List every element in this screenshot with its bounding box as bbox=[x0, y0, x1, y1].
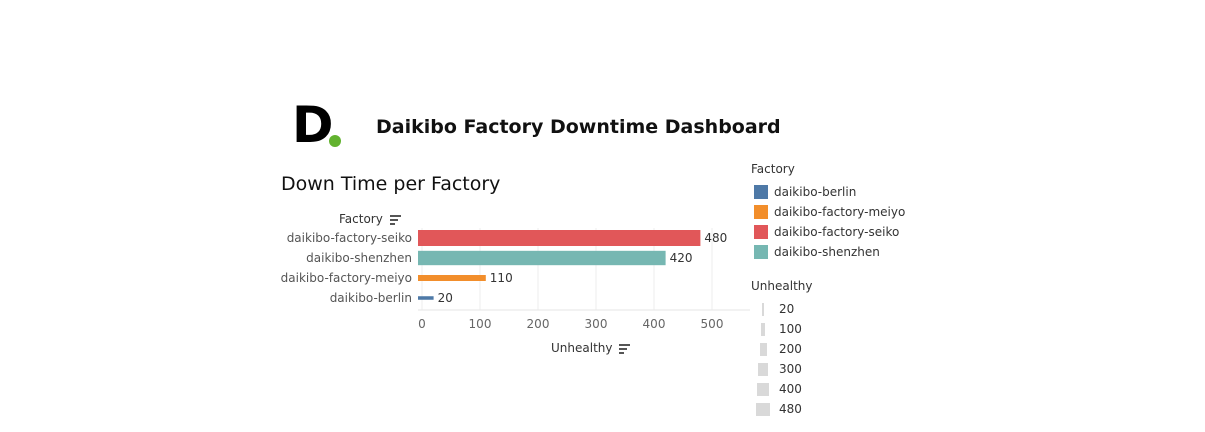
size-legend-item: 20 bbox=[751, 299, 812, 319]
size-swatch bbox=[756, 402, 770, 416]
unhealthy-axis-label: Unhealthy bbox=[551, 341, 613, 355]
bar[interactable] bbox=[418, 275, 486, 281]
legend-label: daikibo-factory-meiyo bbox=[774, 205, 906, 219]
x-tick-label: 400 bbox=[643, 317, 666, 328]
unhealthy-size-legend: Unhealthy 20 100 200 300 400 480 bbox=[751, 279, 812, 419]
size-swatch bbox=[759, 342, 767, 356]
data-label: 110 bbox=[490, 271, 513, 285]
logo-dot bbox=[329, 135, 341, 147]
size-swatch bbox=[760, 322, 766, 336]
size-legend-label: 400 bbox=[779, 382, 802, 396]
size-legend-label: 300 bbox=[779, 362, 802, 376]
size-legend-label: 480 bbox=[779, 402, 802, 416]
legend-label: daikibo-berlin bbox=[774, 185, 857, 199]
size-swatch bbox=[758, 362, 768, 376]
legend-item[interactable]: daikibo-berlin bbox=[751, 182, 905, 202]
size-legend-item: 300 bbox=[751, 359, 812, 379]
factory-axis-header[interactable]: Factory bbox=[339, 212, 401, 227]
x-tick-label: 200 bbox=[527, 317, 550, 328]
legend-title: Factory bbox=[751, 162, 795, 176]
legend-item[interactable]: daikibo-factory-seiko bbox=[751, 222, 905, 242]
size-legend-item: 400 bbox=[751, 379, 812, 399]
data-label: 20 bbox=[438, 291, 453, 305]
legend-swatch bbox=[754, 245, 768, 259]
size-legend-item: 100 bbox=[751, 319, 812, 339]
data-label: 420 bbox=[670, 251, 693, 265]
size-legend-item: 480 bbox=[751, 399, 812, 419]
x-tick-label: 300 bbox=[585, 317, 608, 328]
bar[interactable] bbox=[418, 230, 701, 246]
logo-letter: D bbox=[292, 96, 333, 154]
dashboard-title: Daikibo Factory Downtime Dashboard bbox=[376, 116, 781, 138]
legend-label: daikibo-shenzhen bbox=[774, 245, 880, 259]
x-tick-label: 100 bbox=[469, 317, 492, 328]
sort-icon[interactable] bbox=[389, 213, 401, 227]
x-tick-label: 500 bbox=[701, 317, 724, 328]
category-label: daikibo-berlin bbox=[330, 291, 412, 305]
legend-swatch bbox=[754, 185, 768, 199]
x-tick-label: 0 bbox=[418, 317, 426, 328]
size-legend-label: 200 bbox=[779, 342, 802, 356]
factory-color-legend: Factory daikibo-berlin daikibo-factory-me… bbox=[751, 162, 905, 262]
legend-item[interactable]: daikibo-factory-meiyo bbox=[751, 202, 905, 222]
legend-swatch bbox=[754, 225, 768, 239]
legend-title: Unhealthy bbox=[751, 279, 813, 293]
factory-axis-label: Factory bbox=[339, 212, 383, 226]
category-label: daikibo-factory-meiyo bbox=[281, 271, 412, 285]
company-logo: D bbox=[292, 100, 352, 152]
unhealthy-axis-header[interactable]: Unhealthy bbox=[551, 341, 631, 356]
bar-chart: daikibo-factory-seiko 480 daikibo-shenzhen… bbox=[281, 228, 750, 328]
sort-icon[interactable] bbox=[619, 342, 631, 356]
category-label: daikibo-shenzhen bbox=[306, 251, 412, 265]
size-swatch bbox=[761, 302, 765, 316]
category-label: daikibo-factory-seiko bbox=[287, 231, 412, 245]
bar[interactable] bbox=[418, 250, 666, 266]
legend-swatch bbox=[754, 205, 768, 219]
size-swatch bbox=[757, 382, 769, 396]
data-label: 480 bbox=[704, 231, 727, 245]
size-legend-label: 100 bbox=[779, 322, 802, 336]
size-legend-label: 20 bbox=[779, 302, 795, 316]
legend-label: daikibo-factory-seiko bbox=[774, 225, 900, 239]
size-legend-item: 200 bbox=[751, 339, 812, 359]
bar[interactable] bbox=[418, 296, 434, 300]
chart-title: Down Time per Factory bbox=[281, 173, 501, 195]
legend-item[interactable]: daikibo-shenzhen bbox=[751, 242, 905, 262]
